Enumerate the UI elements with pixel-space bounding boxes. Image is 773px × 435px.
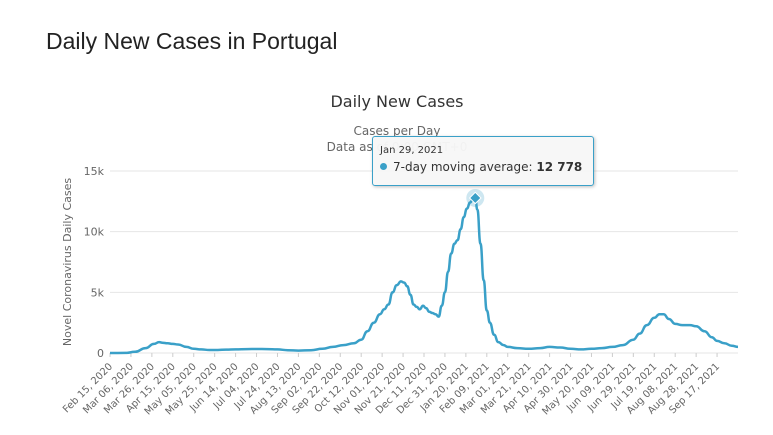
y-tick-label: 0 xyxy=(97,347,104,360)
y-tick-labels: 0 5k 10k 15k xyxy=(84,165,105,360)
y-tick-label: 10k xyxy=(84,226,105,239)
tooltip-row: 7-day moving average: 12 778 xyxy=(380,160,582,174)
page-title: Daily New Cases in Portugal xyxy=(46,28,338,54)
chart-title: Daily New Cases xyxy=(330,92,463,111)
tooltip-series-label: 7-day moving average: xyxy=(393,160,533,174)
hover-point[interactable] xyxy=(468,191,482,205)
chart-subtitle-line1: Cases per Day xyxy=(354,124,441,138)
tooltip-value: 12 778 xyxy=(536,160,583,174)
series-line xyxy=(109,196,739,355)
y-axis-label: Novel Coronavirus Daily Cases xyxy=(61,178,74,346)
y-tick-label: 5k xyxy=(91,286,105,299)
tooltip-date: Jan 29, 2021 xyxy=(380,145,444,156)
y-tick-label: 15k xyxy=(84,165,105,178)
grid-lines xyxy=(110,170,738,354)
tooltip: Jan 29, 2021 7-day moving average: 12 77… xyxy=(372,136,594,186)
tooltip-series-dot xyxy=(380,163,387,170)
series-layer xyxy=(109,188,739,355)
